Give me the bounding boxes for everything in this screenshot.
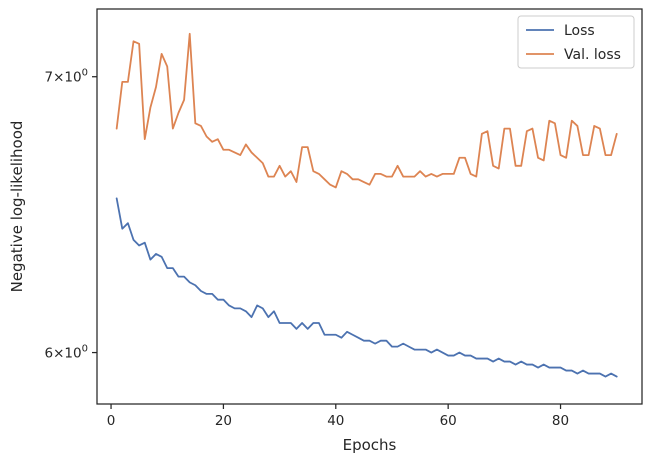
x-tick-label: 60 bbox=[440, 413, 457, 429]
plot-area bbox=[96, 8, 643, 405]
y-axis: 6×100 7×100 bbox=[45, 68, 97, 362]
x-tick-label: 80 bbox=[552, 413, 569, 429]
legend-label: Loss bbox=[564, 23, 595, 39]
plot-frame bbox=[96, 8, 643, 405]
x-tick-label: 0 bbox=[107, 413, 116, 429]
legend-label: Val. loss bbox=[564, 47, 621, 63]
y-tick-label: 7×100 bbox=[45, 68, 88, 86]
series-line-loss bbox=[115, 197, 618, 378]
x-tick-label: 40 bbox=[327, 413, 344, 429]
series-layer bbox=[115, 32, 618, 378]
x-axis-label: Epochs bbox=[343, 436, 397, 454]
legend-box bbox=[517, 15, 635, 69]
series-line-val-loss bbox=[115, 32, 618, 189]
y-tick-label: 6×100 bbox=[45, 344, 88, 362]
x-tick-label: 20 bbox=[215, 413, 232, 429]
y-axis-label: Negative log-likelihood bbox=[8, 121, 26, 293]
x-axis: 0 20 40 60 80 bbox=[107, 404, 569, 429]
legend: Loss Val. loss bbox=[517, 15, 635, 69]
